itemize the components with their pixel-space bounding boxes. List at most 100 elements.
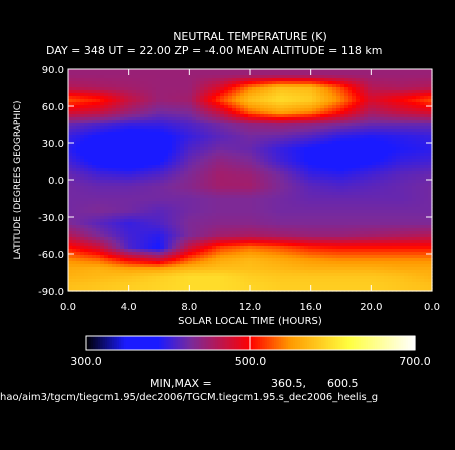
heatmap-cell — [140, 141, 145, 145]
heatmap-cell — [356, 198, 361, 202]
heatmap-cell — [224, 186, 229, 190]
heatmap-cell — [328, 171, 333, 175]
heatmap-cell — [332, 168, 337, 172]
heatmap-cell — [424, 120, 429, 124]
heatmap-cell — [104, 153, 109, 157]
heatmap-cell — [252, 213, 257, 217]
heatmap-cell — [384, 117, 389, 121]
heatmap-cell — [144, 153, 149, 157]
heatmap-cell — [348, 171, 353, 175]
heatmap-cell — [252, 171, 257, 175]
heatmap-cell — [188, 147, 193, 151]
heatmap-cell — [212, 183, 217, 187]
heatmap-cell — [400, 183, 405, 187]
heatmap-cell — [280, 138, 285, 142]
heatmap-cell — [376, 195, 381, 199]
heatmap-cell — [148, 147, 153, 151]
heatmap-cell — [420, 171, 425, 175]
heatmap-cell — [428, 150, 433, 154]
heatmap-cell — [112, 174, 117, 178]
heatmap-cell — [76, 225, 81, 229]
heatmap-cell — [284, 189, 289, 193]
heatmap-cell — [88, 141, 93, 145]
heatmap-cell — [176, 186, 181, 190]
heatmap-cell — [276, 75, 281, 79]
heatmap-cell — [88, 129, 93, 133]
heatmap-cell — [156, 138, 161, 142]
heatmap-cell — [400, 78, 405, 82]
heatmap-cell — [324, 225, 329, 229]
heatmap-cell — [208, 192, 213, 196]
heatmap-cell — [68, 192, 73, 196]
heatmap-cell — [344, 81, 349, 85]
heatmap-cell — [260, 102, 265, 106]
heatmap-cell — [396, 117, 401, 121]
heatmap-cell — [140, 228, 145, 232]
heatmap-cell — [340, 111, 345, 115]
heatmap-cell — [372, 231, 377, 235]
heatmap-cell — [196, 123, 201, 127]
heatmap-cell — [192, 99, 197, 103]
heatmap-cell — [340, 87, 345, 91]
heatmap-cell — [272, 129, 277, 133]
heatmap-cell — [140, 96, 145, 100]
heatmap-cell — [224, 156, 229, 160]
heatmap-cell — [232, 216, 237, 220]
heatmap-cell — [396, 81, 401, 85]
heatmap-cell — [144, 222, 149, 226]
heatmap-cell — [236, 198, 241, 202]
heatmap-cell — [404, 177, 409, 181]
heatmap-cell — [396, 156, 401, 160]
heatmap-cell — [112, 207, 117, 211]
heatmap-cell — [336, 198, 341, 202]
heatmap-cell — [392, 93, 397, 97]
heatmap-cell — [380, 78, 385, 82]
heatmap-cell — [176, 177, 181, 181]
heatmap-cell — [92, 78, 97, 82]
heatmap-cell — [332, 210, 337, 214]
heatmap-cell — [312, 225, 317, 229]
heatmap-cell — [120, 117, 125, 121]
heatmap-cell — [284, 192, 289, 196]
heatmap-cell — [140, 153, 145, 157]
heatmap-cell — [212, 69, 217, 73]
heatmap-cell — [216, 81, 221, 85]
heatmap-cell — [404, 129, 409, 133]
heatmap-cell — [160, 225, 165, 229]
heatmap-cell — [404, 159, 409, 163]
heatmap-cell — [112, 81, 117, 85]
heatmap-cell — [408, 96, 413, 100]
heatmap-cell — [364, 222, 369, 226]
heatmap-cell — [108, 129, 113, 133]
heatmap-cell — [160, 135, 165, 139]
heatmap-cell — [72, 177, 77, 181]
heatmap-cell — [88, 204, 93, 208]
heatmap-cell — [208, 171, 213, 175]
heatmap-cell — [380, 141, 385, 145]
heatmap-cell — [332, 159, 337, 163]
heatmap-cell — [112, 210, 117, 214]
heatmap-cell — [160, 111, 165, 115]
heatmap-cell — [88, 159, 93, 163]
heatmap-cell — [328, 150, 333, 154]
heatmap-cell — [152, 156, 157, 160]
heatmap-cell — [128, 90, 133, 94]
heatmap-cell — [360, 96, 365, 100]
heatmap-cell — [264, 72, 269, 76]
heatmap-cell — [412, 102, 417, 106]
heatmap-cell — [136, 84, 141, 88]
heatmap-cell — [360, 201, 365, 205]
heatmap-cell — [308, 84, 313, 88]
heatmap-cell — [336, 120, 341, 124]
heatmap-cell — [144, 192, 149, 196]
heatmap-cell — [260, 132, 265, 136]
heatmap-cell — [144, 186, 149, 190]
heatmap-cell — [340, 228, 345, 232]
heatmap-cell — [204, 159, 209, 163]
heatmap-cell — [104, 177, 109, 181]
heatmap-cell — [304, 210, 309, 214]
heatmap-cell — [168, 138, 173, 142]
heatmap-cell — [160, 162, 165, 166]
heatmap-cell — [76, 210, 81, 214]
heatmap-cell — [92, 96, 97, 100]
